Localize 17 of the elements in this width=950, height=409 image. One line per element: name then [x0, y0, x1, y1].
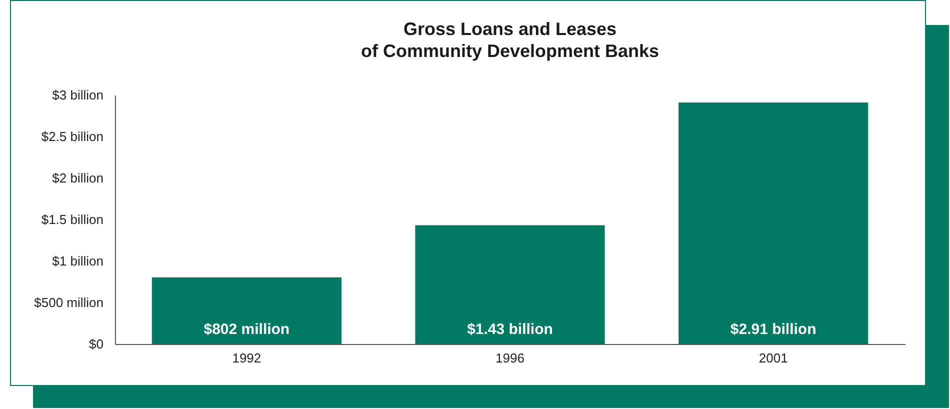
- data-label: $2.91 billion: [730, 321, 816, 338]
- y-tick-label: $0: [89, 336, 104, 352]
- x-tick-label: 1992: [232, 350, 262, 366]
- bar: [678, 102, 868, 344]
- bar: [415, 225, 605, 344]
- data-label: $802 million: [204, 321, 290, 338]
- bar: [152, 277, 342, 344]
- chart-title: Gross Loans and Leases of Community Development Banks: [360, 19, 660, 61]
- x-tick-label: 1996: [496, 350, 524, 366]
- y-tick-label: $1 billion: [52, 254, 104, 268]
- y-tick-label: $1.5 billion: [41, 212, 104, 227]
- y-tick-label: $2 billion: [52, 170, 104, 186]
- y-tick-label: $500 million: [34, 295, 104, 310]
- x-tick-label: 2001: [758, 350, 788, 366]
- data-label: $1.43 billion: [467, 321, 553, 338]
- y-tick-label: $3 billion: [52, 88, 104, 102]
- y-tick-label: $2.5 billion: [41, 129, 104, 144]
